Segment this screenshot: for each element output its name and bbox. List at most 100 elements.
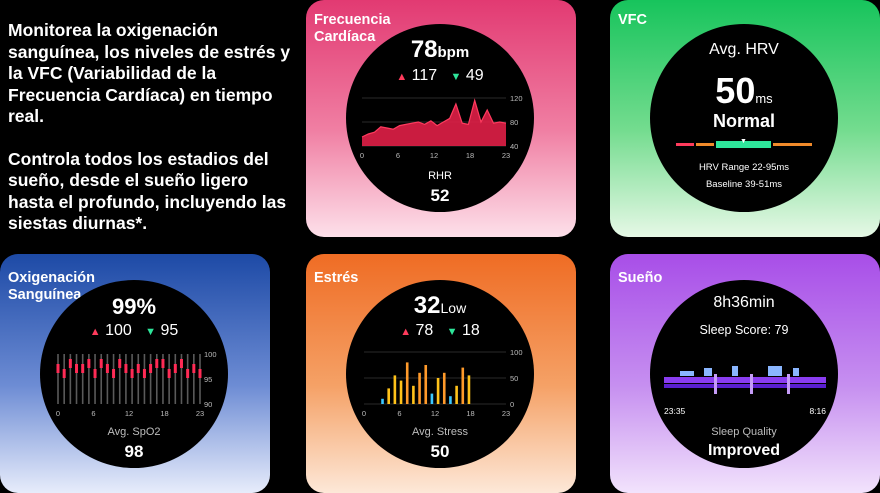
sleep-stage-bars [664, 366, 826, 394]
intro-paragraph-1: Monitorea la oxigenación sanguínea, los … [8, 20, 298, 128]
stress-bar [461, 368, 464, 404]
y-tick-label: 50 [510, 374, 518, 383]
intro-paragraph-2: Controla todos los estadios del sueño, d… [8, 149, 298, 235]
sleep-watch-face: 8h36min Sleep Score: 79 23:35 8:16 Sleep… [650, 280, 838, 468]
hrv-unit: ms [755, 91, 772, 106]
sleep-stage-rem [793, 368, 799, 376]
x-tick-label: 0 [360, 151, 364, 160]
x-tick-label: 18 [466, 151, 474, 160]
spo2-point [112, 369, 115, 378]
hrv-baseline-text: Baseline 39-51ms [650, 179, 838, 190]
hrv-range-bar: ▼ [676, 143, 812, 153]
stress-bar [468, 375, 471, 404]
sleep-stage-awake [750, 374, 753, 394]
stress-bar [418, 373, 421, 404]
spo2-point [199, 369, 202, 378]
stress-footer-value: 50 [346, 442, 534, 462]
sleep-stage-light [664, 377, 826, 383]
spo2-point [75, 364, 78, 373]
sleep-stage-rem [704, 368, 712, 376]
spo2-point [180, 359, 183, 368]
spo2-point [106, 364, 109, 373]
hrv-bar-high [773, 143, 812, 146]
sleep-stage-rem [680, 371, 694, 376]
y-tick-label: 80 [510, 118, 518, 127]
hrv-marker-icon: ▼ [740, 138, 747, 145]
x-tick-label: 23 [502, 409, 510, 418]
sleep-stage-rem [768, 366, 782, 376]
spo2-footer-label: Avg. SpO2 [40, 426, 228, 438]
stress-bar [437, 378, 440, 404]
y-tick-label: 40 [510, 142, 518, 151]
stress-bar [381, 399, 384, 404]
hrv-bar-low-mid [696, 143, 714, 146]
spo2-point [100, 359, 103, 368]
spo2-point [143, 369, 146, 378]
spo2-point [149, 364, 152, 373]
spo2-point [186, 369, 189, 378]
x-tick-label: 6 [91, 409, 95, 418]
sleep-stage-deep [664, 384, 826, 388]
spo2-point [137, 364, 140, 373]
hrv-watch-face: Avg. HRV 50ms Normal ▼ HRV Range 22-95ms… [650, 24, 838, 212]
stress-chart: 0 6 12 18 23 100 50 0 [346, 280, 534, 468]
stress-bar [400, 381, 403, 404]
heart-rate-footer-value: 52 [346, 186, 534, 206]
spo2-point [94, 369, 97, 378]
x-tick-label: 23 [196, 409, 204, 418]
x-tick-label: 0 [362, 409, 366, 418]
spo2-footer-value: 98 [40, 442, 228, 462]
x-tick-label: 12 [431, 409, 439, 418]
hrv-bar-low [676, 143, 694, 146]
stress-bar [431, 394, 434, 404]
hrv-title: VFC [618, 12, 647, 29]
stress-footer-label: Avg. Stress [346, 426, 534, 438]
x-tick-label: 6 [397, 409, 401, 418]
hrv-value: 50 [715, 70, 755, 111]
x-tick-label: 23 [502, 151, 510, 160]
sleep-stages-chart [650, 280, 838, 468]
stress-bar [424, 365, 427, 404]
x-tick-label: 18 [466, 409, 474, 418]
heart-rate-footer-label: RHR [346, 170, 534, 182]
heart-rate-watch-face: 78bpm ▲ 117 ▼ 49 0 6 12 18 23 120 80 40 RHR 52 [346, 24, 534, 212]
spo2-point [174, 364, 177, 373]
stress-bar [455, 386, 458, 404]
heart-rate-card[interactable]: Frecuencia Cardíaca 78bpm ▲ 117 ▼ 49 0 6 1… [306, 0, 576, 237]
spo2-point [161, 359, 164, 368]
sleep-card[interactable]: Sueño 8h36min Sleep Score: 79 23:35 8:16… [610, 254, 880, 493]
x-tick-label: 12 [430, 151, 438, 160]
spo2-point [155, 359, 158, 368]
stress-watch-face: 32Low ▲ 78 ▼ 18 0 6 12 18 23 100 50 0 Avg. Stre… [346, 280, 534, 468]
sleep-stage-awake [787, 374, 790, 394]
hrv-reading: 50ms [650, 70, 838, 112]
y-tick-label: 90 [204, 400, 212, 409]
stress-card[interactable]: Estrés 32Low ▲ 78 ▼ 18 0 6 12 18 23 100 50 0 Av… [306, 254, 576, 493]
x-tick-label: 12 [125, 409, 133, 418]
sleep-stage-awake [714, 374, 717, 394]
spo2-card[interactable]: Oxigenación Sanguínea 99% ▲ 100 ▼ 95 0 6 1… [0, 254, 270, 493]
hrv-heading: Avg. HRV [650, 41, 838, 59]
spo2-watch-face: 99% ▲ 100 ▼ 95 0 6 12 18 23 100 95 90 Avg. SpO2… [40, 280, 228, 468]
stress-bar [449, 396, 452, 404]
hrv-range-text: HRV Range 22-95ms [650, 162, 838, 173]
spo2-point [168, 369, 171, 378]
spo2-point [57, 364, 60, 373]
hrv-card[interactable]: VFC Avg. HRV 50ms Normal ▼ HRV Range 22-… [610, 0, 880, 237]
y-tick-label: 120 [510, 94, 523, 103]
intro-text: Monitorea la oxigenación sanguínea, los … [8, 20, 298, 256]
y-tick-label: 0 [510, 400, 514, 409]
y-tick-label: 100 [204, 350, 217, 359]
stress-bar [387, 388, 390, 404]
stress-bar [394, 375, 397, 404]
heart-rate-chart: 0 6 12 18 23 120 80 40 [346, 24, 534, 212]
y-tick-label: 95 [204, 375, 212, 384]
spo2-point [69, 359, 72, 368]
y-tick-label: 100 [510, 348, 523, 357]
x-tick-label: 6 [396, 151, 400, 160]
stress-bar [412, 386, 415, 404]
spo2-point [87, 359, 90, 368]
sleep-quality-label: Sleep Quality [650, 426, 838, 438]
sleep-start-time: 23:35 [664, 406, 685, 416]
spo2-point [81, 364, 84, 373]
